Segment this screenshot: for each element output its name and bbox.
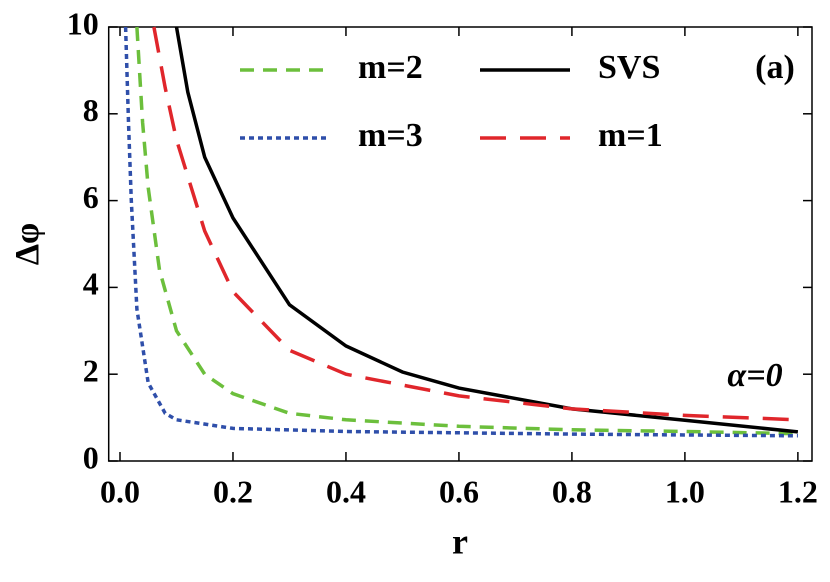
x-axis-label: r: [452, 521, 468, 561]
x-tick-label: 1.0: [665, 473, 705, 509]
y-tick-label: 2: [83, 353, 99, 389]
x-tick-label: 1.2: [778, 473, 818, 509]
y-tick-label: 6: [83, 179, 99, 215]
x-tick-label: 0.8: [552, 473, 592, 509]
line-series: [123, 26, 798, 438]
line-series: [135, 26, 798, 436]
plot-frame: [107, 26, 813, 462]
line-series: [152, 26, 798, 422]
annotation: α=0: [727, 357, 782, 394]
y-axis-label: Δφ: [9, 223, 46, 266]
legend-label: m=2: [358, 49, 423, 86]
y-tick-label: 4: [83, 266, 99, 302]
panel-label: (a): [755, 49, 795, 86]
legend-label: m=1: [598, 117, 663, 154]
y-tick-label: 0: [83, 439, 99, 475]
x-tick-label: 0.0: [100, 473, 140, 509]
legend-label: m=3: [358, 117, 423, 154]
x-tick-label: 0.2: [213, 473, 253, 509]
y-tick-label: 10: [67, 5, 99, 41]
line-series: [174, 26, 799, 434]
y-tick-label: 8: [83, 92, 99, 128]
x-tick-label: 0.6: [439, 473, 479, 509]
x-tick-label: 0.4: [326, 473, 366, 509]
legend-label: SVS: [598, 49, 660, 86]
